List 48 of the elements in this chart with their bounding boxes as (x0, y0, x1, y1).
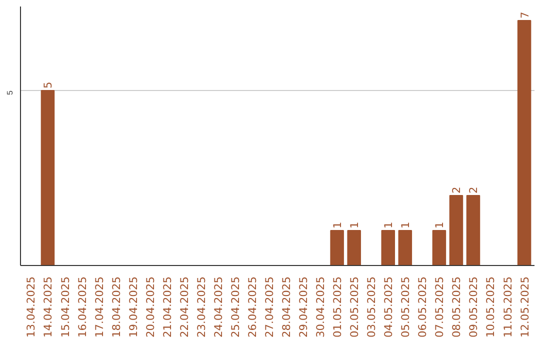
x-tick-label: 03.05.2025 (365, 276, 378, 338)
x-tick-label: 20.04.2025 (144, 276, 157, 338)
x-tick-label: 05.05.2025 (399, 276, 412, 338)
x-tick-label: 27.04.2025 (262, 276, 276, 338)
data-label: 5 (42, 82, 55, 88)
x-tick-label: 15.04.2025 (58, 276, 72, 338)
x-tick-label: 24.04.2025 (212, 276, 225, 338)
x-tick-label: 17.04.2025 (92, 276, 106, 338)
data-label: 2 (450, 186, 464, 194)
bar (381, 230, 396, 266)
x-tick-label: 21.04.2025 (160, 276, 174, 338)
data-label: 1 (331, 222, 344, 228)
x-tick-label: 19.04.2025 (126, 276, 140, 338)
x-tick-label: 09.05.2025 (467, 276, 480, 338)
bar (432, 230, 446, 266)
data-label: 2 (467, 186, 480, 194)
x-tick-label: 23.04.2025 (194, 276, 208, 338)
x-tick-label: 12.05.2025 (518, 276, 532, 338)
x-tick-label: 18.04.2025 (110, 276, 123, 338)
bar (330, 230, 344, 266)
x-tick-label: 26.04.2025 (246, 276, 259, 338)
x-tick-label: 04.05.2025 (382, 276, 396, 338)
x-tick-label: 30.04.2025 (314, 276, 328, 338)
x-tick-label: 10.05.2025 (484, 276, 498, 338)
x-tick-label: 01.05.2025 (331, 276, 344, 338)
data-label: 1 (433, 222, 446, 228)
bar (398, 230, 412, 266)
bar (449, 195, 464, 266)
data-label: 7 (518, 12, 532, 18)
x-tick-label: 25.04.2025 (228, 276, 242, 338)
data-label: 1 (399, 222, 412, 228)
x-tick-label: 02.05.2025 (348, 276, 362, 338)
x-tick-label: 29.04.2025 (297, 276, 310, 338)
bar (466, 195, 480, 266)
x-tick-label: 22.04.2025 (178, 276, 191, 338)
x-tick-label: 06.05.2025 (416, 276, 430, 338)
data-label: 1 (348, 222, 362, 228)
x-tick-label: 13.04.2025 (24, 276, 38, 338)
x-tick-label: 07.05.2025 (433, 276, 446, 338)
x-tick-label: 16.04.2025 (76, 276, 89, 338)
bar (347, 230, 361, 266)
bar (517, 20, 532, 266)
x-tick-label: 14.04.2025 (42, 276, 55, 338)
data-label: 1 (382, 222, 396, 228)
bar (40, 90, 55, 266)
x-tick-label: 11.05.2025 (501, 276, 514, 338)
x-tick-label: 08.05.2025 (450, 276, 464, 338)
x-tick-label: 28.04.2025 (280, 276, 294, 338)
